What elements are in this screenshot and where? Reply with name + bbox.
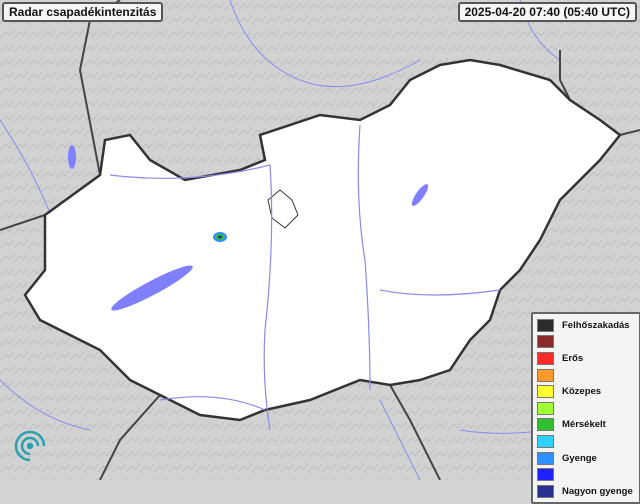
legend-swatch (537, 484, 554, 498)
legend-label: Felhőszakadás (562, 319, 630, 331)
lake-neusiedl (68, 145, 76, 169)
legend-swatch (537, 401, 554, 415)
lake-balaton (111, 265, 193, 311)
radar-echo (213, 232, 227, 242)
legend-label: Erős (562, 352, 584, 364)
legend-label: Közepes (562, 386, 602, 398)
radar-map (0, 0, 640, 480)
rivers (109, 124, 501, 431)
legend-item: Felhőszakadás (537, 317, 639, 334)
legend-swatch (537, 468, 554, 482)
legend-item: Mérsékelt (537, 417, 639, 434)
legend-item (537, 334, 639, 351)
legend-item (537, 433, 639, 450)
legend: Felhőszakadás Erős Közepes Mérsékelt Gyenge N… (531, 312, 640, 504)
legend-item: Nagyon gyenge (537, 483, 639, 500)
legend-item: Közepes (537, 383, 639, 400)
map-title: Radar csapadékintenzitás (2, 2, 164, 22)
legend-swatch (537, 351, 554, 365)
legend-swatch (537, 385, 554, 399)
legend-item: Gyenge (537, 450, 639, 467)
legend-item (537, 400, 639, 417)
met-service-logo (14, 430, 46, 462)
legend-label: Nagyon gyenge (562, 485, 633, 497)
legend-swatch (537, 335, 554, 349)
legend-item (537, 367, 639, 384)
legend-swatch (537, 318, 554, 332)
lake-tisza (411, 184, 429, 206)
legend-label: Gyenge (562, 452, 597, 464)
legend-label: Mérsékelt (562, 419, 606, 431)
legend-swatch (537, 434, 554, 448)
legend-item (537, 466, 639, 483)
legend-swatch (537, 368, 554, 382)
legend-item: Erős (537, 350, 639, 367)
hungary-outline (23, 58, 622, 422)
timestamp: 2025-04-20 07:40 (05:40 UTC) (457, 2, 637, 22)
legend-swatch (537, 418, 554, 432)
legend-swatch (537, 451, 554, 465)
